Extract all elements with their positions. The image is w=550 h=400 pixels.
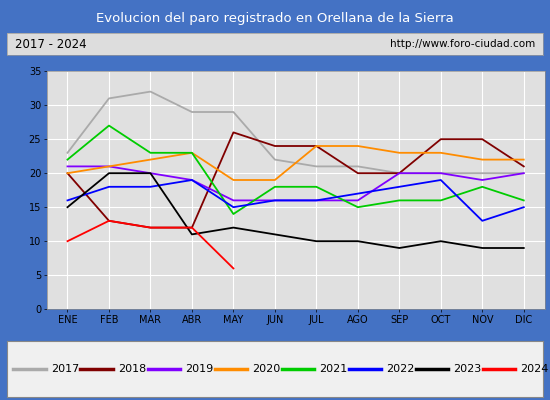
Text: 2022: 2022 (387, 364, 415, 374)
Text: 2023: 2023 (454, 364, 482, 374)
Text: 2020: 2020 (252, 364, 280, 374)
Text: 2024: 2024 (521, 364, 549, 374)
Text: 2021: 2021 (320, 364, 348, 374)
Text: 2017 - 2024: 2017 - 2024 (15, 38, 86, 51)
Text: 2018: 2018 (118, 364, 146, 374)
Text: http://www.foro-ciudad.com: http://www.foro-ciudad.com (390, 39, 535, 49)
Text: 2017: 2017 (51, 364, 79, 374)
Text: Evolucion del paro registrado en Orellana de la Sierra: Evolucion del paro registrado en Orellan… (96, 12, 454, 25)
Text: 2019: 2019 (185, 364, 213, 374)
